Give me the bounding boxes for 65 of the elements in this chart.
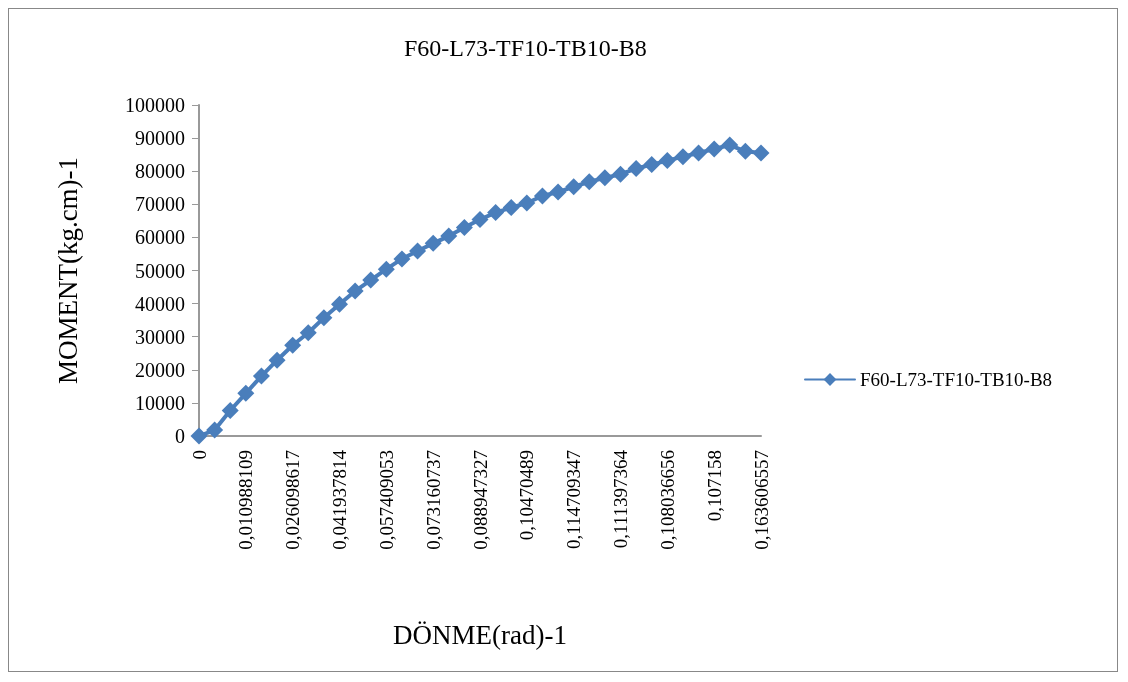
point <box>440 227 458 245</box>
x-tick-label: 0,088947327 <box>469 450 491 550</box>
x-tick-label: 0,114709347 <box>563 450 585 550</box>
point <box>190 427 208 445</box>
legend-label: F60-L73-TF10-TB10-B8 <box>860 369 1053 390</box>
x-tick-label: 0,010988109 <box>235 450 257 550</box>
y-tick-label: 30000 <box>135 325 185 348</box>
y-tick-label: 50000 <box>135 259 185 282</box>
point <box>690 144 708 162</box>
point <box>299 324 317 342</box>
point <box>362 271 380 289</box>
x-tick-label: 0,107158 <box>703 450 725 522</box>
y-tick-label: 60000 <box>135 226 185 249</box>
point <box>518 194 536 212</box>
point <box>658 152 676 170</box>
x-tick-label: 0,108036656 <box>656 450 678 550</box>
point <box>268 351 286 369</box>
point <box>331 295 348 313</box>
y-tick-label: 20000 <box>135 358 185 381</box>
point <box>502 199 520 217</box>
point <box>315 309 333 327</box>
point <box>612 165 629 183</box>
point <box>705 140 723 158</box>
point <box>487 204 505 222</box>
x-tick-label: 0,163606557 <box>750 450 772 550</box>
y-tick-label: 40000 <box>135 292 185 315</box>
point <box>721 136 739 154</box>
point <box>346 282 364 300</box>
x-tick-label: 0,057409053 <box>375 450 397 550</box>
point <box>549 183 567 201</box>
x-tick-label: 0,111397364 <box>610 449 631 549</box>
point <box>565 178 583 196</box>
x-tick-label: 0,10470489 <box>516 450 538 541</box>
point <box>643 156 661 174</box>
point <box>221 402 239 420</box>
y-tick-label: 90000 <box>135 127 185 150</box>
point <box>752 144 770 162</box>
chart-title: F60-L73-TF10-TB10-B8 <box>404 35 647 61</box>
point <box>455 218 473 236</box>
y-tick-label: 80000 <box>135 160 185 183</box>
point <box>674 148 692 166</box>
y-tick-label: 10000 <box>135 391 185 414</box>
point <box>533 187 551 205</box>
point <box>409 242 427 260</box>
point <box>736 142 754 160</box>
point <box>627 160 645 178</box>
point <box>284 336 302 354</box>
point <box>393 250 411 268</box>
y-axis-title: MOMENT(kg.cm)-1 <box>52 156 83 385</box>
point <box>237 384 255 402</box>
x-tick-label: 0,041937814 <box>329 449 350 550</box>
point <box>252 367 270 385</box>
point <box>377 260 395 278</box>
y-tick-label: 70000 <box>135 193 185 216</box>
point <box>424 234 442 252</box>
x-tick-label: 0 <box>188 450 210 460</box>
y-tick-label: 0 <box>175 425 185 447</box>
point <box>206 421 224 439</box>
x-tick-label: 0,026098617 <box>282 450 304 550</box>
y-tick-label: 100000 <box>125 94 185 116</box>
x-tick-label: 0,073160737 <box>422 450 444 550</box>
point <box>580 173 598 191</box>
point <box>471 211 489 229</box>
point <box>596 169 614 187</box>
x-axis-title: DÖNME(rad)-1 <box>393 619 567 650</box>
